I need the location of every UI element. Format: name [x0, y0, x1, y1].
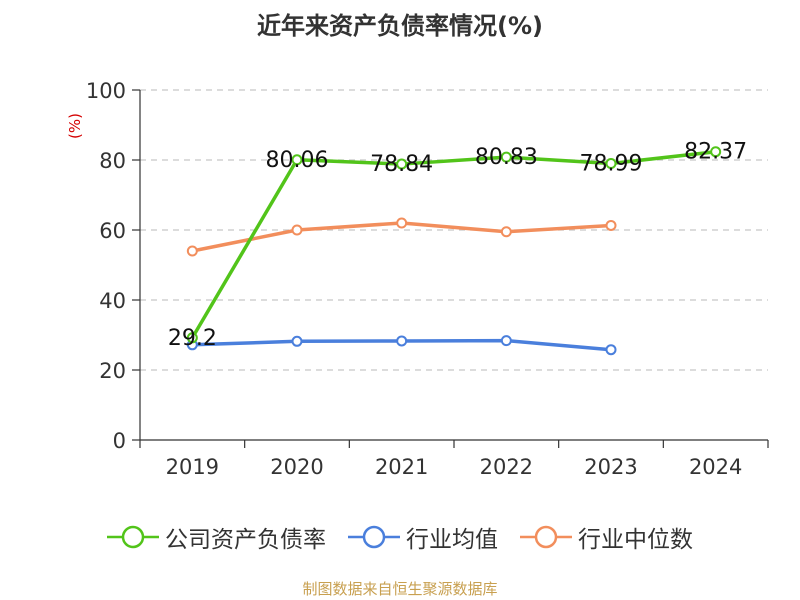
x-tick-label: 2021 — [375, 455, 428, 479]
data-label: 29.2 — [168, 326, 217, 351]
y-tick-label: 20 — [99, 359, 126, 383]
legend-marker-icon — [348, 525, 400, 549]
legend-item[interactable]: 公司资产负债率 — [107, 520, 326, 554]
legend-marker-icon — [107, 525, 159, 549]
series — [186, 146, 722, 356]
legend-label: 行业均值 — [406, 527, 498, 553]
gridlines — [140, 89, 768, 371]
data-labels: 29.2 80.06 78.84 80.83 78.99 82.37 — [168, 140, 747, 351]
data-point — [500, 226, 512, 238]
y-tick-label: 100 — [86, 79, 126, 103]
legend-label: 行业中位数 — [578, 527, 693, 553]
data-point — [500, 151, 512, 163]
legend: 公司资产负债率 行业均值 行业中位数 — [0, 520, 800, 554]
data-label: 78.84 — [370, 152, 433, 177]
data-point — [605, 158, 617, 170]
data-point — [291, 224, 303, 236]
data-point — [500, 335, 512, 347]
data-point — [710, 146, 722, 158]
x-tick-label: 2023 — [584, 455, 637, 479]
data-point — [291, 335, 303, 347]
y-tick-label: 80 — [99, 149, 126, 173]
data-point — [396, 217, 408, 229]
y-axis-unit-label: (%) — [66, 113, 84, 139]
series-line — [190, 149, 716, 339]
x-tick-label: 2019 — [166, 455, 219, 479]
legend-item[interactable]: 行业中位数 — [520, 520, 693, 554]
data-point — [291, 154, 303, 166]
data-point — [396, 335, 408, 347]
data-point — [605, 344, 617, 356]
data-point — [605, 219, 617, 231]
x-tick-label: 2022 — [480, 455, 533, 479]
chart-title: 近年来资产负债率情况(%) — [257, 12, 543, 40]
data-label: 80.83 — [475, 145, 538, 170]
legend-item[interactable]: 行业均值 — [348, 520, 498, 554]
x-tick-label: 2024 — [689, 455, 742, 479]
x-tick-label: 2020 — [270, 455, 323, 479]
data-point — [186, 332, 198, 344]
y-tick-label: 0 — [113, 429, 126, 453]
data-point — [186, 245, 198, 257]
data-label: 80.06 — [266, 148, 329, 173]
data-point — [396, 158, 408, 170]
legend-marker-icon — [520, 525, 572, 549]
data-label: 82.37 — [684, 140, 747, 165]
legend-label: 公司资产负债率 — [165, 527, 326, 553]
y-tick-label: 40 — [99, 289, 126, 313]
y-tick-label: 60 — [99, 219, 126, 243]
axes: 0 20 40 60 80 100 2019 2020 2021 2022 2023 2024 — [86, 79, 769, 479]
data-label: 78.99 — [580, 152, 643, 177]
source-note: 制图数据来自恒生聚源数据库 — [302, 580, 498, 598]
